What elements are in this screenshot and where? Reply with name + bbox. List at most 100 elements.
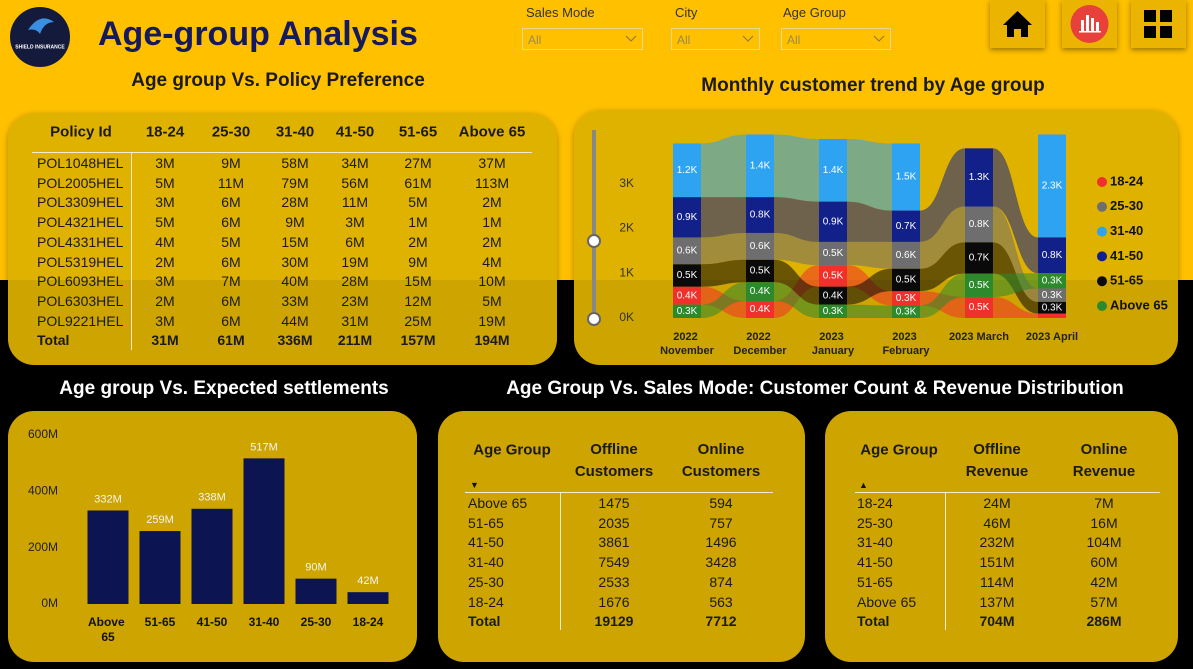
sort-indicator[interactable]: ▲ [859, 480, 868, 490]
ribbon-column [892, 268, 920, 292]
table-cell: 1475 [598, 495, 630, 511]
legend-label: 41-50 [1110, 248, 1143, 263]
ribbon-column [1038, 237, 1066, 274]
filter-label: City [675, 5, 698, 20]
table-cell: Above 65 [468, 495, 528, 511]
total-cell: 7712 [705, 613, 737, 629]
table-cell: 3861 [598, 534, 630, 551]
x-tick-label: 25-30 [301, 615, 332, 629]
column-header: 41-50 [335, 123, 375, 141]
column-header: Online Revenue [1072, 441, 1136, 480]
ribbon [847, 138, 892, 211]
table-cell: 3428 [705, 554, 737, 571]
table-cell: 7M [1094, 495, 1114, 511]
table-cell: 58M [281, 155, 309, 171]
table-cell: 2M [155, 253, 175, 270]
filter-dropdown[interactable]: All [781, 28, 891, 50]
logo [10, 7, 70, 67]
value-label: 0.7K [969, 253, 990, 264]
analysis-button[interactable] [1062, 0, 1117, 48]
table-rule [32, 152, 532, 153]
grid-icon [1144, 10, 1172, 38]
bar [87, 510, 129, 604]
ribbon [701, 259, 746, 287]
ribbon [993, 273, 1038, 297]
x-tick-label: 41-50 [197, 615, 228, 629]
total-cell: Total [37, 332, 70, 348]
ribbon-column [892, 143, 920, 211]
home-button[interactable] [990, 0, 1045, 48]
value-label: 0.3K [1042, 290, 1063, 301]
x-tick-label: 51-65 [145, 615, 176, 629]
chevron [742, 35, 754, 42]
table-cell: POL9221HEL [37, 312, 124, 329]
table-cell: 25-30 [857, 514, 893, 531]
ribbon [847, 201, 892, 242]
table-cell: 40M [281, 273, 309, 290]
total-cell: 704M [979, 613, 1015, 629]
ribbon-column [1038, 301, 1066, 314]
value-label: 0.4K [677, 290, 698, 301]
overview-button[interactable] [1131, 0, 1186, 48]
value-label: 0.5K [750, 266, 771, 277]
home-icon [1003, 11, 1032, 37]
ribbon [701, 134, 746, 198]
table-cell: 61M [404, 174, 432, 191]
table-cell: 3M [155, 312, 175, 329]
table-cell: 9M [285, 214, 305, 231]
value-label: 1.2K [677, 165, 698, 176]
table-cell: 4M [482, 253, 502, 270]
value-label: 0.9K [823, 216, 844, 227]
table-rule [131, 152, 132, 350]
ribbon [920, 206, 965, 269]
total-cell: 157M [400, 332, 436, 348]
ribbon [993, 296, 1038, 318]
table-cell: 57M [1090, 593, 1118, 610]
table-cell: 7549 [598, 554, 630, 571]
column-header: Offline Customers [574, 441, 654, 480]
bar [295, 578, 337, 604]
table-cell: 3M [155, 273, 175, 290]
table-cell: Above 65 [857, 593, 917, 610]
ribbon [920, 273, 965, 318]
slider-handle[interactable] [587, 234, 601, 248]
table-cell: 27M [404, 155, 432, 171]
y-tick-label: 200M [28, 540, 58, 554]
ribbon-column [673, 264, 701, 287]
column-header: Online Customers [681, 441, 761, 480]
table-cell: 2M [155, 292, 175, 309]
ribbon-column [1038, 134, 1066, 238]
table-cell: 5M [155, 214, 175, 231]
table-cell: 4M [155, 233, 175, 250]
table-cell: 11M [217, 174, 245, 191]
table-cell: 16M [1090, 514, 1118, 531]
ribbon [920, 242, 965, 292]
table-cell: 3M [155, 194, 175, 211]
filter-dropdown[interactable]: All [671, 28, 760, 50]
sort-indicator[interactable]: ▼ [470, 480, 479, 490]
bar [191, 508, 233, 604]
filter-dropdown[interactable]: All [522, 28, 643, 50]
value-label: 259M [146, 514, 174, 526]
table-cell: 51-65 [857, 573, 893, 590]
column-header: 25-30 [211, 123, 251, 141]
table-cell: 6M [221, 312, 241, 329]
table-cell: 15M [404, 273, 432, 290]
ribbon [774, 197, 819, 242]
ribbon-column [673, 143, 701, 198]
slider-handle[interactable] [587, 312, 601, 326]
ribbon-column [965, 296, 993, 318]
ribbon-column [673, 286, 701, 305]
page-title: Age-group Analysis [98, 15, 418, 53]
ribbon-column [673, 197, 701, 238]
y-tick-label: 3K [619, 176, 634, 190]
ribbon [774, 134, 819, 202]
table-cell: POL3309HEL [37, 194, 124, 211]
ribbon-column [892, 241, 920, 269]
ribbon [847, 268, 892, 305]
table-cell: 9M [408, 253, 428, 270]
legend-marker [1097, 301, 1107, 311]
y-tick-label: 0M [41, 596, 58, 610]
total-cell: 194M [474, 332, 510, 348]
table-cell: 42M [1090, 573, 1118, 590]
